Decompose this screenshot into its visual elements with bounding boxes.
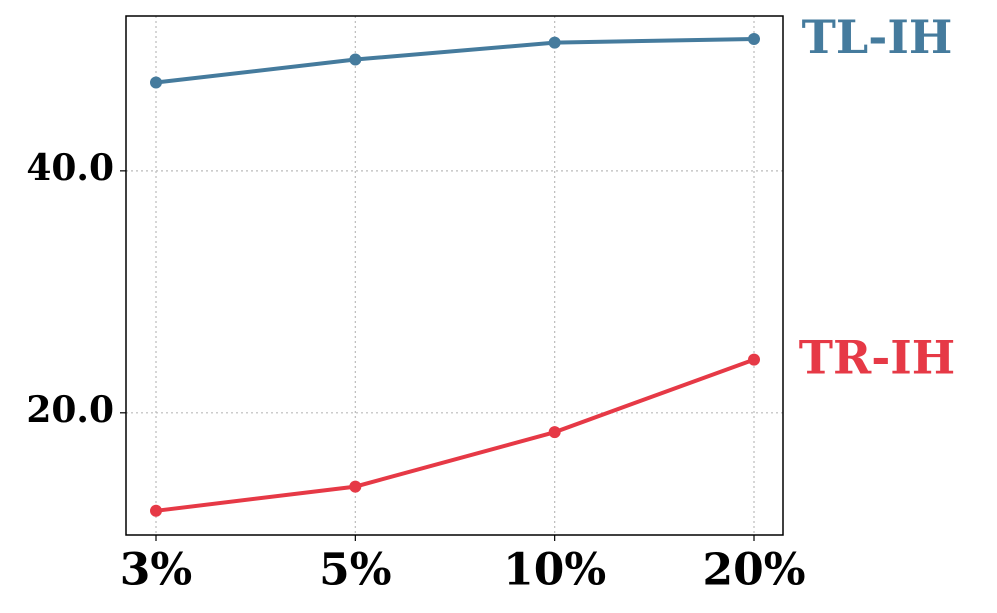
- point: [548, 36, 561, 49]
- series-line: [155, 357, 755, 513]
- point: [748, 32, 760, 45]
- plot-frame: [125, 15, 784, 536]
- point: [150, 504, 162, 517]
- point: [748, 353, 760, 366]
- point: [349, 480, 362, 493]
- x-tick-label: 10%: [503, 545, 606, 596]
- x-tick-label: 3%: [120, 545, 192, 596]
- point: [349, 53, 362, 66]
- series-label: TL-IH: [802, 10, 953, 64]
- point: [150, 76, 162, 89]
- series-line: [155, 36, 755, 85]
- x-tick-label: 5%: [319, 545, 391, 596]
- x-tick-label: 20%: [702, 545, 805, 596]
- series-label: TR-IH: [799, 331, 956, 385]
- point: [548, 426, 561, 439]
- y-tick-label: 40.0: [26, 147, 114, 189]
- y-tick-label: 20.0: [26, 389, 114, 431]
